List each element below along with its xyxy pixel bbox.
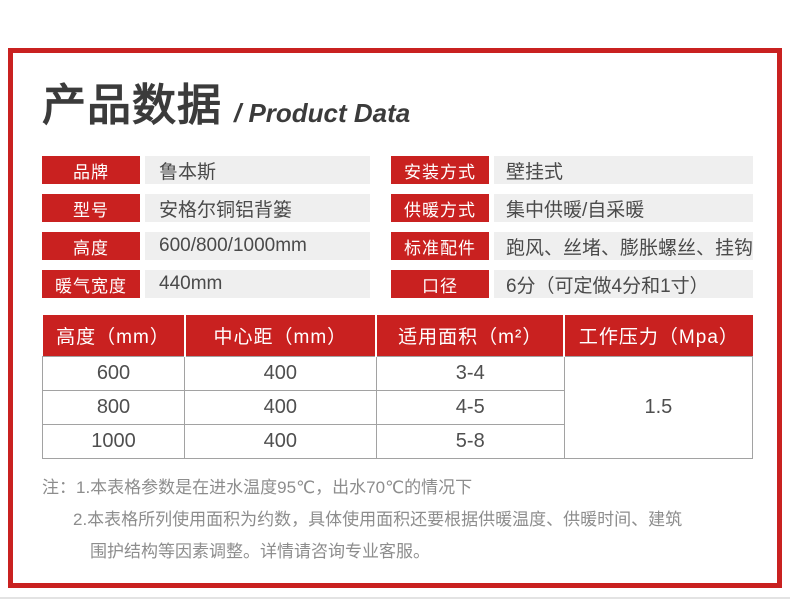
spec-row-heating-mode: 供暖方式 集中供暖/自采暖 — [390, 194, 753, 222]
table-header-row: 高度（mm） 中心距（mm） 适用面积（m²） 工作压力（Mpa） — [42, 315, 753, 356]
spec-column-right: 安装方式 壁挂式 供暖方式 集中供暖/自采暖 标准配件 跑风、丝堵、膨胀螺丝、挂… — [390, 156, 753, 298]
cell-area-1000: 5-8 — [375, 423, 565, 459]
cell-working-pressure: 1.5 — [563, 355, 754, 459]
table-row: 600 400 3-4 1.5 — [42, 355, 754, 459]
cell-center-800: 400 — [184, 389, 377, 425]
page-title: 产品数据 / Product Data — [42, 80, 753, 128]
spec-label-brand: 品牌 — [42, 156, 140, 184]
cell-height-600: 600 — [42, 355, 185, 391]
table-header-working-pressure: 工作压力（Mpa） — [563, 315, 753, 356]
page-title-english: / Product Data — [234, 98, 411, 129]
footnote-2-continued: 围护结构等因素调整。详情请咨询专业客服。 — [90, 541, 430, 561]
table-row: 800 400 4-5 — [42, 389, 753, 425]
spec-value-height: 600/800/1000mm — [145, 232, 370, 260]
spec-row-height: 高度 600/800/1000mm — [42, 232, 370, 260]
spec-label-model: 型号 — [42, 194, 140, 222]
spec-value-accessories: 跑风、丝堵、膨胀螺丝、挂钩 — [493, 232, 753, 260]
spec-list: 品牌 鲁本斯 型号 安格尔铜铝背篓 高度 600/800/1000mm 暖气宽度… — [42, 156, 753, 298]
spec-label-heating-mode: 供暖方式 — [390, 194, 489, 222]
spec-value-installation: 壁挂式 — [493, 156, 753, 184]
cell-area-600: 3-4 — [375, 355, 565, 391]
cell-center-600: 400 — [184, 355, 377, 391]
spec-row-caliber: 口径 6分（可定做4分和1寸） — [390, 270, 753, 298]
spec-value-radiator-width: 440mm — [145, 270, 370, 298]
spec-row-installation: 安装方式 壁挂式 — [390, 156, 753, 184]
spec-label-accessories: 标准配件 — [390, 232, 489, 260]
spec-label-height: 高度 — [42, 232, 140, 260]
table-header-applicable-area: 适用面积（m²） — [375, 315, 565, 356]
spec-value-heating-mode: 集中供暖/自采暖 — [493, 194, 753, 222]
page-title-chinese: 产品数据 — [42, 81, 222, 130]
footnote-2: 2.本表格所列使用面积为约数，具体使用面积还要根据供暖温度、供暖时间、建筑 — [73, 509, 683, 529]
spec-label-radiator-width: 暖气宽度 — [42, 270, 140, 298]
cell-area-800: 4-5 — [375, 389, 565, 425]
spec-row-radiator-width: 暖气宽度 440mm — [42, 270, 370, 298]
spec-row-accessories: 标准配件 跑风、丝堵、膨胀螺丝、挂钩 — [390, 232, 753, 260]
spec-row-model: 型号 安格尔铜铝背篓 — [42, 194, 370, 222]
cell-height-1000: 1000 — [42, 423, 185, 459]
table-row: 1000 400 5-8 — [42, 423, 753, 459]
spec-value-brand: 鲁本斯 — [145, 156, 370, 184]
page-divider — [0, 597, 790, 599]
spec-column-left: 品牌 鲁本斯 型号 安格尔铜铝背篓 高度 600/800/1000mm 暖气宽度… — [42, 156, 370, 298]
parameter-table: 高度（mm） 中心距（mm） 适用面积（m²） 工作压力（Mpa） 600 40… — [42, 315, 754, 459]
footnotes: 注：1.本表格参数是在进水温度95℃，出水70℃的情况下 2.本表格所列使用面积… — [42, 472, 753, 568]
spec-label-installation: 安装方式 — [390, 156, 489, 184]
spec-value-model: 安格尔铜铝背篓 — [145, 194, 370, 222]
spec-value-caliber: 6分（可定做4分和1寸） — [493, 270, 753, 298]
spec-row-brand: 品牌 鲁本斯 — [42, 156, 370, 184]
cell-height-800: 800 — [42, 389, 185, 425]
footnote-1: 注：1.本表格参数是在进水温度95℃，出水70℃的情况下 — [42, 477, 473, 497]
spec-label-caliber: 口径 — [390, 270, 489, 298]
table-header-center-distance: 中心距（mm） — [183, 315, 377, 356]
product-data-card: 产品数据 / Product Data 品牌 鲁本斯 型号 安格尔铜铝背篓 高度… — [8, 48, 782, 588]
cell-center-1000: 400 — [184, 423, 377, 459]
table-header-height: 高度（mm） — [42, 315, 185, 356]
